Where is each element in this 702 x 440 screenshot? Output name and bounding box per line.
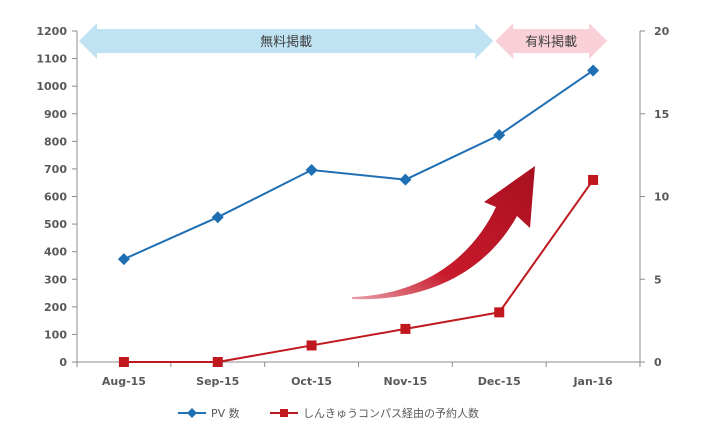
legend: PV 数 しんきゅうコンパス経由の予約人数 bbox=[178, 406, 479, 420]
paid-period-arrow bbox=[495, 23, 608, 59]
x-tick-label: Nov-15 bbox=[384, 375, 428, 388]
legend-label-reservations: しんきゅうコンパス経由の予約人数 bbox=[303, 406, 479, 420]
y-left-tick-label: 700 bbox=[44, 163, 67, 176]
y-left-tick-label: 300 bbox=[44, 273, 67, 286]
data-point-diamond bbox=[587, 64, 600, 77]
x-tick-label: Jan-16 bbox=[572, 375, 613, 388]
data-point-square bbox=[588, 174, 599, 185]
free-period-arrow bbox=[79, 23, 494, 59]
data-point-diamond bbox=[305, 164, 318, 177]
axes: 0100200300400500600700800900100011001200… bbox=[36, 25, 669, 388]
series-line-0 bbox=[123, 69, 594, 261]
y-left-tick-label: 400 bbox=[44, 246, 67, 259]
y-right-tick-label: 5 bbox=[654, 273, 662, 286]
x-tick-label: Dec-15 bbox=[478, 375, 521, 388]
y-left-tick-label: 900 bbox=[44, 108, 67, 121]
y-left-tick-label: 1200 bbox=[36, 25, 67, 38]
legend-label-pv: PV 数 bbox=[211, 407, 240, 420]
y-left-tick-label: 200 bbox=[44, 301, 67, 314]
x-tick-label: Aug-15 bbox=[102, 375, 146, 388]
y-left-tick-label: 100 bbox=[44, 328, 67, 341]
y-right-tick-label: 20 bbox=[654, 25, 670, 38]
legend-item-pv: PV 数 bbox=[178, 407, 240, 420]
y-right-tick-label: 15 bbox=[654, 108, 669, 121]
data-point-diamond bbox=[211, 211, 224, 224]
data-point-square bbox=[306, 340, 317, 351]
free-period-label: 無料掲載 bbox=[260, 34, 312, 50]
y-left-tick-label: 500 bbox=[44, 218, 67, 231]
data-point-diamond bbox=[399, 173, 412, 186]
data-point-square bbox=[212, 357, 223, 367]
y-left-tick-label: 1000 bbox=[36, 80, 67, 93]
x-tick-label: Sep-15 bbox=[196, 375, 239, 388]
legend-marker-diamond-icon bbox=[187, 408, 197, 418]
y-left-tick-label: 800 bbox=[44, 135, 67, 148]
x-tick-label: Oct-15 bbox=[291, 375, 332, 388]
data-point-square bbox=[118, 357, 129, 367]
data-point-square bbox=[400, 323, 411, 334]
paid-period-label: 有料掲載 bbox=[525, 34, 577, 50]
data-point-diamond bbox=[493, 128, 506, 141]
legend-marker-square-icon bbox=[280, 409, 288, 417]
y-right-tick-label: 0 bbox=[654, 356, 662, 369]
y-left-tick-label: 0 bbox=[59, 356, 67, 369]
y-left-tick-label: 600 bbox=[44, 191, 67, 204]
data-point-diamond bbox=[117, 253, 130, 266]
legend-item-reservations: しんきゅうコンパス経由の予約人数 bbox=[270, 406, 479, 420]
data-point-square bbox=[494, 307, 505, 318]
series-line-1 bbox=[123, 179, 594, 363]
series bbox=[117, 64, 600, 367]
period-annotations: 無料掲載 有料掲載 bbox=[79, 23, 608, 59]
y-right-tick-label: 10 bbox=[654, 191, 670, 204]
curved-up-arrow-icon bbox=[352, 166, 535, 300]
y-left-tick-label: 1100 bbox=[36, 53, 67, 66]
